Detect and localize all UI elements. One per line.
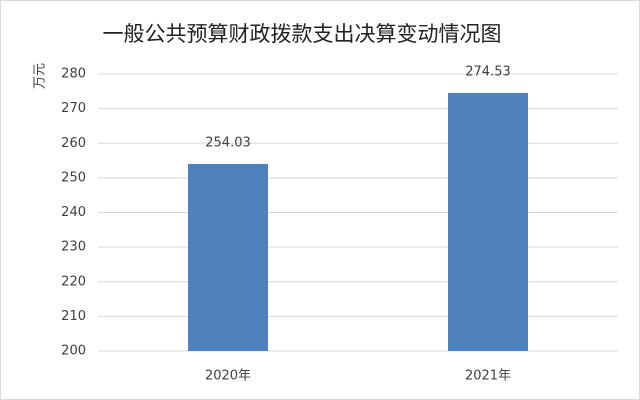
- x-tick-label: 2020年: [205, 369, 251, 384]
- y-tick-label: 250: [61, 170, 86, 185]
- y-tick-label: 220: [61, 274, 86, 289]
- bar: [188, 163, 268, 351]
- y-axis-label: 万元: [33, 63, 48, 89]
- data-label: 254.03: [205, 135, 251, 150]
- x-tick-label: 2021年: [465, 369, 511, 384]
- chart-title: 一般公共预算财政拨款支出决算变动情况图: [103, 22, 502, 46]
- y-tick-label: 260: [61, 136, 86, 151]
- bar: [448, 92, 528, 351]
- y-tick-label: 270: [61, 101, 86, 116]
- data-label: 274.53: [465, 64, 511, 79]
- y-tick-label: 230: [61, 240, 86, 255]
- y-tick-label: 240: [61, 205, 86, 220]
- y-tick-label: 280: [61, 67, 86, 82]
- y-tick-label: 210: [61, 309, 86, 324]
- y-tick-label: 200: [61, 344, 86, 359]
